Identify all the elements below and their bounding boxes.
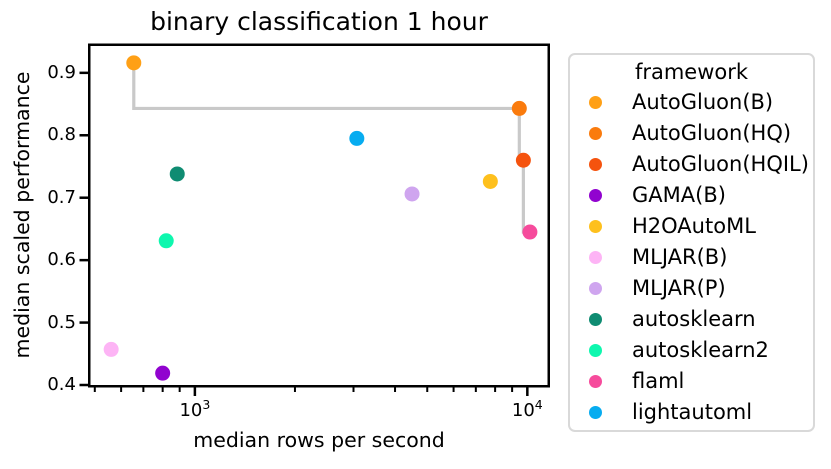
legend-label: autosklearn [632, 307, 756, 331]
legend-label: AutoGluon(HQ) [632, 121, 792, 145]
legend-item-lightautoml: lightautoml [570, 397, 813, 428]
legend-marker-icon [589, 282, 602, 295]
data-point-lightautoml [349, 130, 365, 146]
legend-label: MLJAR(P) [632, 276, 726, 300]
data-point-autosklearn [169, 166, 185, 182]
legend-label: GAMA(B) [632, 183, 726, 207]
legend-marker-icon [589, 375, 602, 388]
legend-marker-icon [589, 313, 602, 326]
legend-item-autogluon-b: AutoGluon(B) [570, 87, 813, 118]
legend-item-h2oautoml: H2OAutoML [570, 211, 813, 242]
legend-marker-icon [589, 220, 602, 233]
pareto-frontier-line [132, 62, 530, 234]
legend-marker-icon [589, 127, 602, 140]
data-point-h2oautoml [482, 173, 498, 189]
x-axis-label: median rows per second [193, 428, 445, 452]
legend-title: framework [634, 60, 749, 84]
data-point-mljar-b [103, 341, 119, 357]
legend-item-mljar-b: MLJAR(B) [570, 242, 813, 273]
legend-label: flaml [632, 369, 685, 393]
legend-item-flaml: flaml [570, 366, 813, 397]
legend-item-autogluon-hqil: AutoGluon(HQIL) [570, 149, 813, 180]
data-point-autogluon-b [126, 55, 142, 71]
legend-label: MLJAR(B) [632, 245, 728, 269]
legend-marker-icon [589, 344, 602, 357]
y-tick-label-0.9: 0.9 [47, 61, 76, 83]
legend-item-mljar-p: MLJAR(P) [570, 273, 813, 304]
y-tick-label-0.8: 0.8 [47, 124, 76, 146]
data-point-gama-b [155, 365, 171, 381]
y-tick-label-0.7: 0.7 [47, 186, 76, 208]
legend-items: AutoGluon(B) AutoGluon(HQ) AutoGluon(HQIL)… [570, 87, 813, 428]
legend-label: lightautoml [632, 400, 753, 424]
legend-label: H2OAutoML [632, 214, 756, 238]
legend-marker-icon [589, 158, 602, 171]
legend-label: AutoGluon(HQIL) [632, 152, 809, 176]
legend: framework AutoGluon(B) AutoGluon(HQ) AutoG… [568, 53, 815, 432]
x-tick-label-10000: 104 [511, 397, 543, 421]
data-point-autosklearn2 [158, 233, 174, 249]
legend-item-autosklearn2: autosklearn2 [570, 335, 813, 366]
legend-item-autogluon-hq: AutoGluon(HQ) [570, 118, 813, 149]
data-point-autogluon-hq [511, 100, 527, 116]
legend-item-gama-b: GAMA(B) [570, 180, 813, 211]
y-tick-label-0.5: 0.5 [47, 311, 76, 333]
legend-marker-icon [589, 406, 602, 419]
data-point-flaml [522, 224, 538, 240]
x-tick-label-1000: 103 [179, 397, 211, 421]
y-tick-label-0.4: 0.4 [47, 374, 76, 395]
legend-marker-icon [589, 251, 602, 264]
legend-marker-icon [589, 189, 602, 202]
y-tick-label-0.6: 0.6 [47, 249, 76, 271]
data-point-autogluon-hqil [515, 152, 531, 168]
plot-spines [88, 43, 550, 388]
legend-marker-icon [589, 96, 602, 109]
legend-item-autosklearn: autosklearn [570, 304, 813, 335]
chart-title: binary classification 1 hour [150, 7, 488, 36]
data-point-mljar-p [404, 186, 420, 202]
legend-label: autosklearn2 [632, 338, 769, 362]
legend-label: AutoGluon(B) [632, 90, 774, 114]
